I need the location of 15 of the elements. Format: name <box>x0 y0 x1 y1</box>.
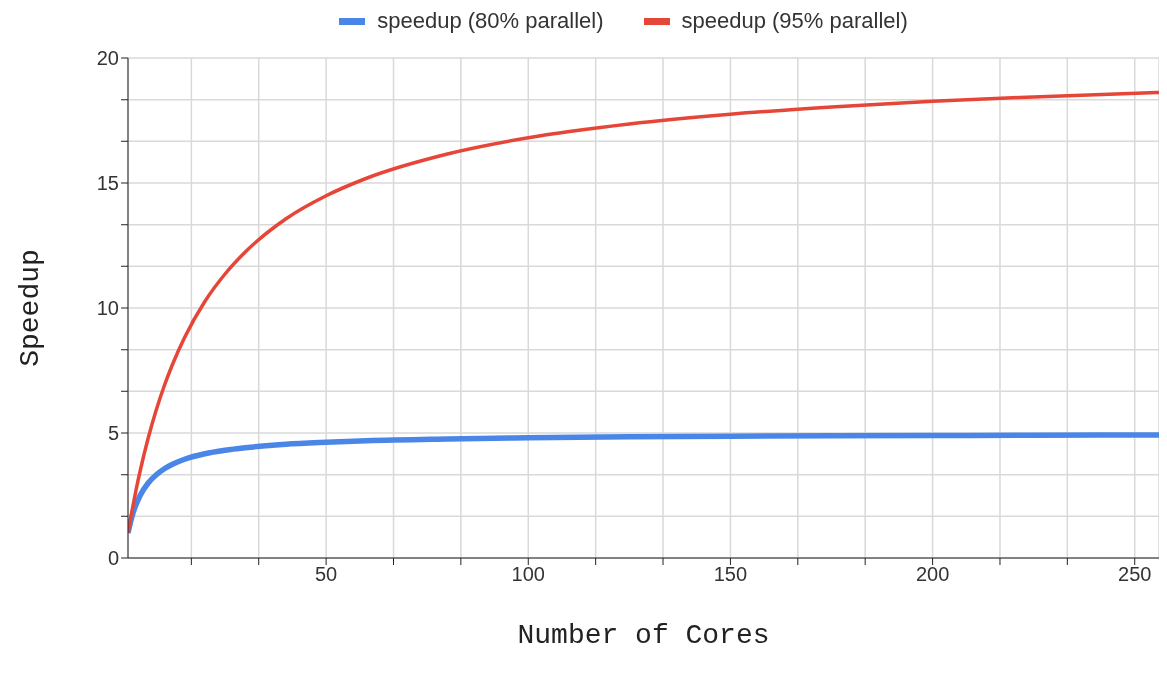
legend-label: speedup (80% parallel) <box>377 8 604 34</box>
legend-label: speedup (95% parallel) <box>681 8 908 34</box>
y-tick-label: 10 <box>96 297 119 320</box>
x-tick-label: 100 <box>511 563 545 586</box>
y-tick-label: 0 <box>107 547 119 570</box>
y-axis-title: Speedup <box>14 249 46 367</box>
x-tick-label: 150 <box>713 563 748 586</box>
y-tick-label: 5 <box>107 422 119 445</box>
x-axis-title: Number of Cores <box>517 620 770 651</box>
y-tick-label: 20 <box>96 47 119 70</box>
x-tick-label: 200 <box>915 563 950 586</box>
x-tick-label: 250 <box>1118 563 1152 586</box>
x-tick-label: 50 <box>314 563 338 586</box>
line-series <box>128 90 1159 535</box>
y-tick-label: 15 <box>96 172 119 195</box>
